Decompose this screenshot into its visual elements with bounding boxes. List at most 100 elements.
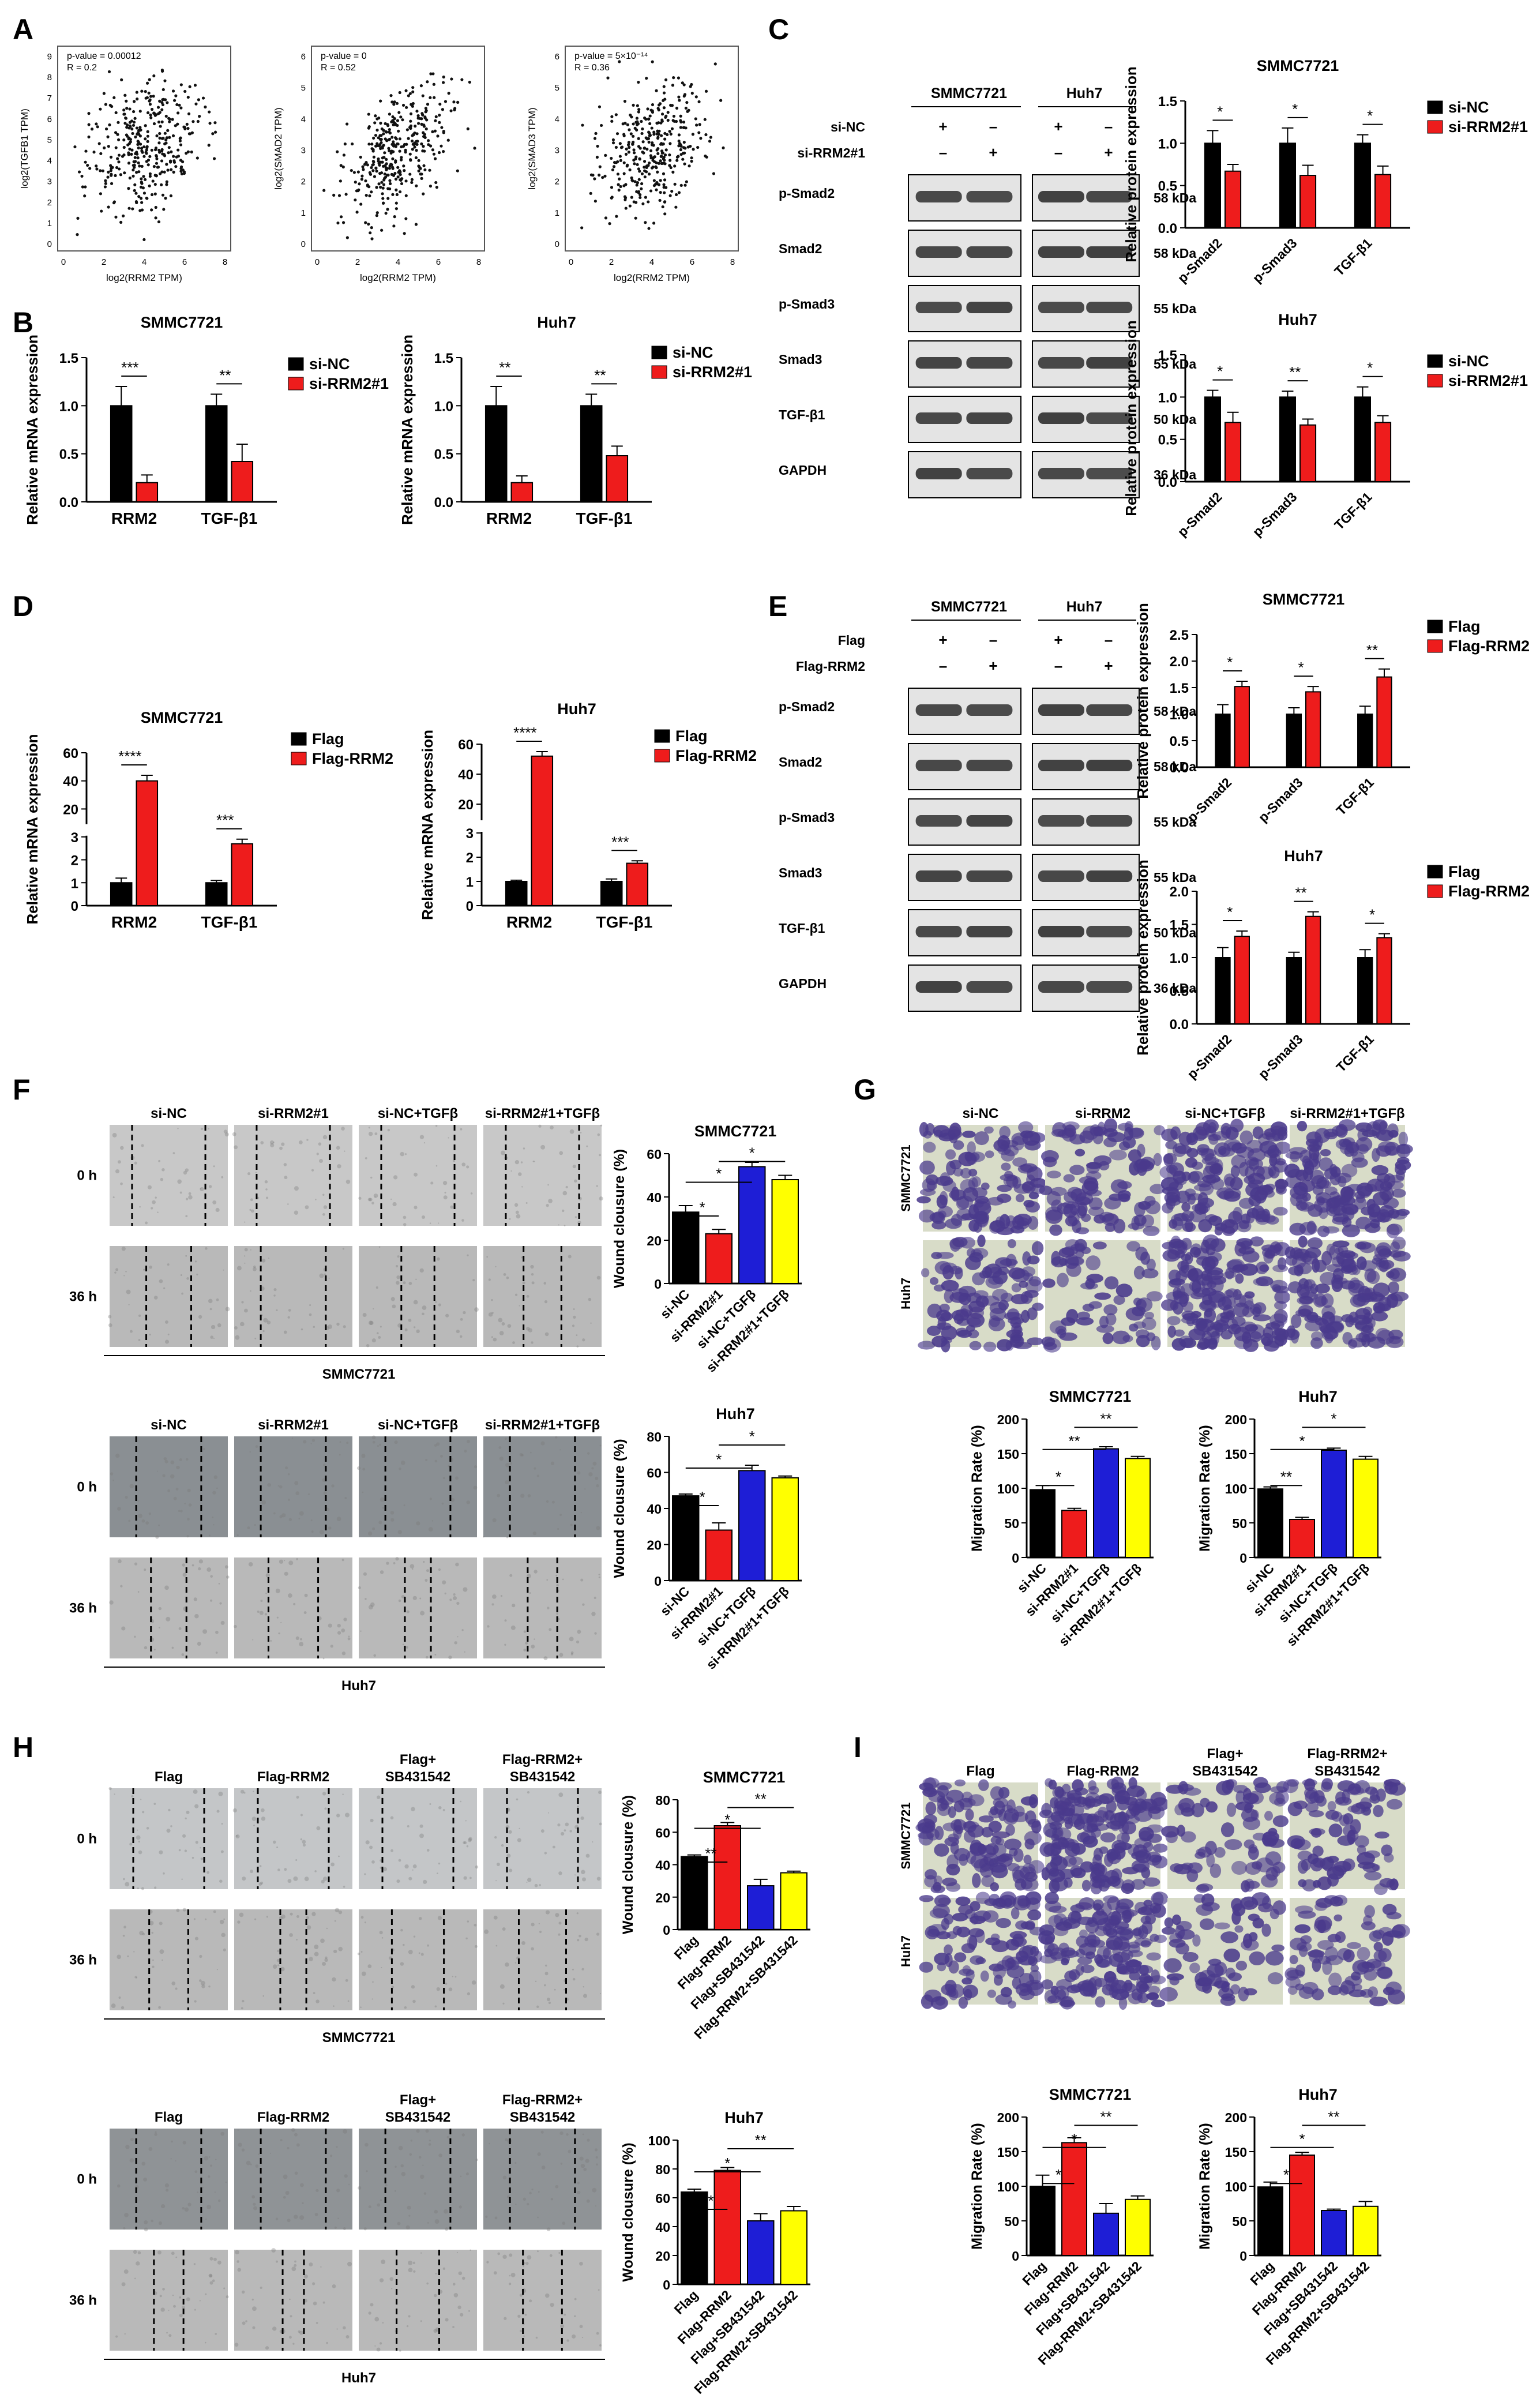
cell-speck [160,1177,164,1181]
stained-cell [1104,1276,1119,1290]
blot-sign: + [1104,657,1113,674]
stained-cell [1334,1247,1344,1255]
scatter-point [580,226,584,230]
stained-cell [925,1802,937,1815]
scatter-point [594,200,597,203]
scatter-point [679,126,682,129]
cell-speck [166,2332,168,2334]
chart-ylabel: Relative mRNA expression [24,734,41,925]
cell-speck [564,1225,566,1226]
scatter-point [139,128,142,132]
bar [1289,1519,1315,1558]
scatter-point [433,96,436,99]
scatter-point [429,72,433,76]
cell-speck [374,2345,376,2347]
micrograph-tile [483,1125,602,1226]
bar [1376,676,1392,768]
cell-speck [460,1318,463,1321]
stained-cell [1004,1898,1013,1907]
stained-cell [1252,1126,1264,1139]
cell-speck [555,1913,559,1917]
scatter-xtick: 8 [476,257,481,267]
cell-speck [337,1631,341,1635]
blot-sign: – [989,118,997,135]
significance-label: ** [1100,2108,1111,2125]
cell-speck [175,2160,176,2162]
bar [510,482,534,503]
cell-speck [494,1836,497,1839]
cell-speck [452,1596,457,1601]
stained-cell [1342,1224,1360,1237]
scatter-point [159,125,162,128]
stained-cell [989,1315,1000,1327]
scatter-ytick: 0 [555,239,559,249]
cell-speck [121,1247,126,1251]
scatter-point [398,137,401,141]
stained-cell [1131,1879,1146,1890]
stained-cell [1347,1805,1361,1813]
cell-speck [393,1562,396,1564]
cell-speck [438,1568,441,1571]
cell-speck [598,1791,602,1795]
stained-cell [1210,1863,1222,1878]
stained-cell [1226,1260,1243,1270]
micrograph-tile [483,1909,602,2010]
scatter-point [642,151,645,155]
cell-speck [358,1586,361,1589]
scatter-point [426,103,430,106]
cell-speck [544,1300,548,1304]
scatter-point [152,165,156,168]
blot-band [1038,302,1084,313]
stained-cell [1237,1219,1252,1233]
scatter-point [410,181,414,184]
stained-cell [1081,1181,1099,1195]
cell-speck [296,2143,300,2147]
blot-band [1086,760,1133,771]
scatter-point [140,201,144,204]
scatter-point [190,150,193,154]
stained-cell [948,1833,959,1843]
scatter-point [423,133,426,136]
cell-speck [130,1330,133,1333]
cell-speck [199,1979,202,1982]
stained-cell [1195,1852,1205,1859]
scatter-point [677,155,680,158]
cell-speck [530,1451,532,1454]
cell-speck [390,1849,393,1852]
cell-speck [474,1307,479,1312]
cell-speck [442,1181,448,1185]
scatter-point [660,155,663,158]
condition-header: si-RRM2#1 [258,1417,329,1433]
stained-cell [1106,1800,1117,1813]
stained-cell [1064,1877,1073,1888]
cell-speck [186,1277,189,1280]
significance-label: ** [705,1845,716,1862]
scatter-point [164,98,167,102]
cell-speck [215,1652,218,1654]
cell-speck [343,2129,348,2134]
cell-speck [161,2204,166,2209]
cell-speck [531,1281,535,1285]
cell-speck [212,1517,214,1519]
cell-speck [184,1849,187,1852]
stained-cell [1013,1806,1025,1817]
chart-title: Huh7 [1284,847,1323,865]
cell-speck [136,2261,140,2266]
stained-cell [1180,1283,1194,1297]
cell-speck [416,2129,420,2133]
cell-speck [448,1656,452,1660]
cell-speck [518,1172,522,1176]
cell-speck [328,1324,332,1329]
scatter-point [158,136,161,140]
stained-cell [1325,1810,1339,1820]
stained-cell [1177,1825,1185,1837]
scatter-point [153,174,157,177]
scatter-point [345,122,349,126]
scatter-point [136,97,139,101]
cell-speck [315,1199,317,1200]
scatter-point [416,140,419,143]
blot-kda-label: 58 kDa [1154,190,1196,205]
stained-cell [1372,1148,1380,1162]
